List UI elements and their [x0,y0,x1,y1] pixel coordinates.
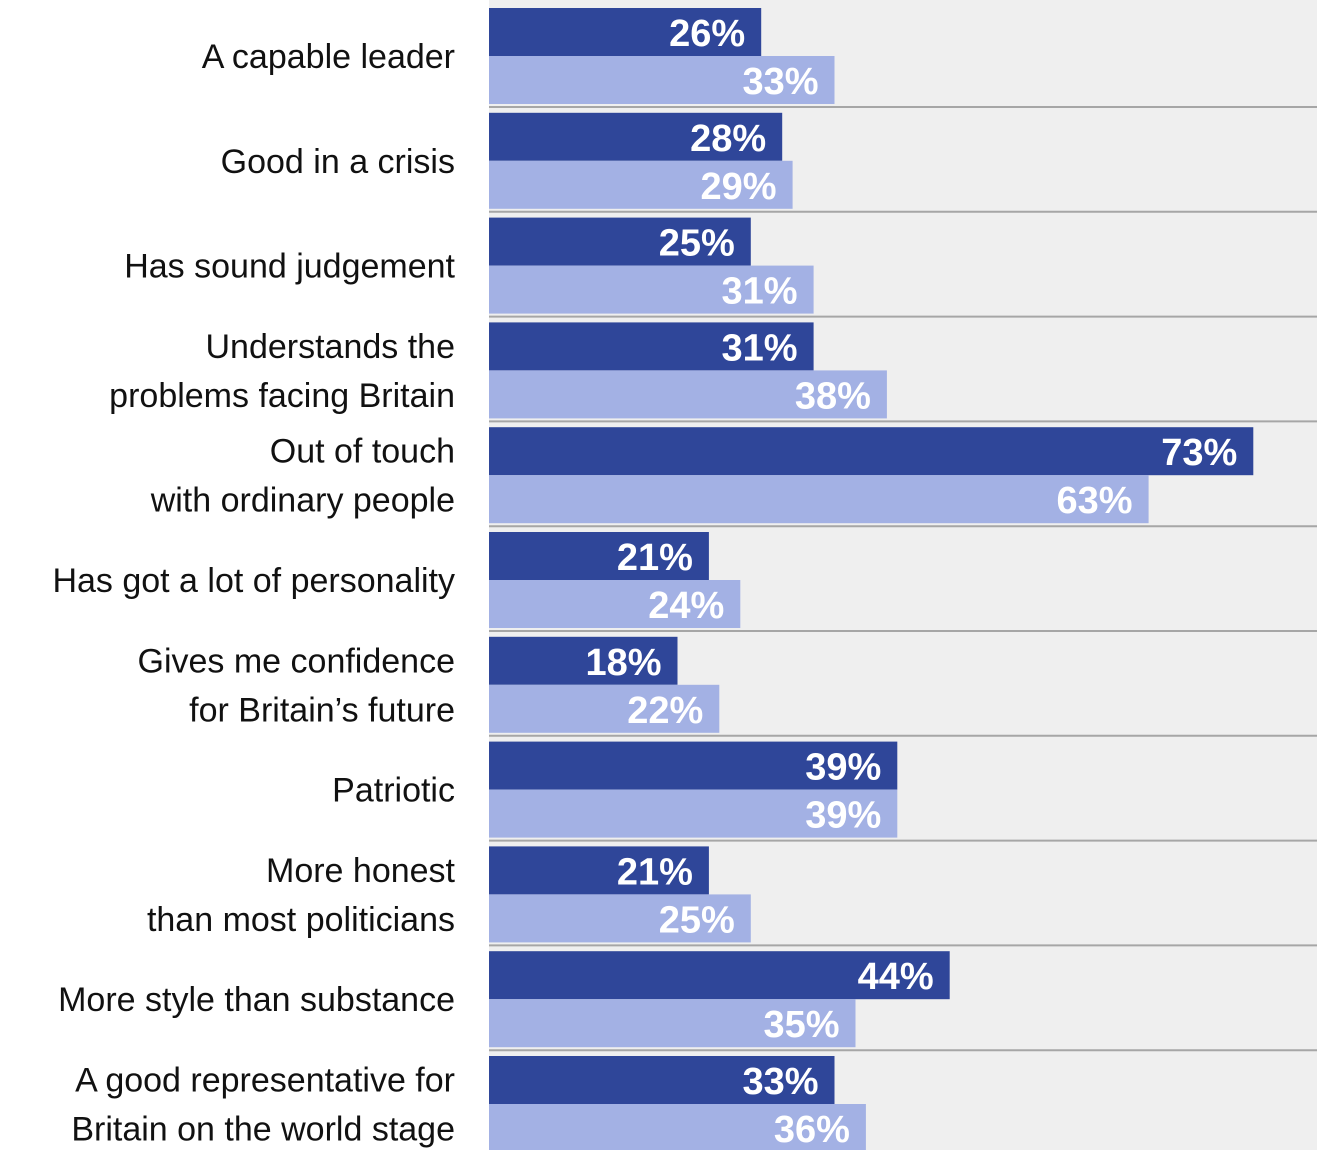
bar-series1-row11 [489,1056,835,1104]
value-label-series2-row10: 35% [763,1004,839,1046]
category-label-line: Gives me confidence [138,642,456,680]
category-label-row6: Has got a lot of personality [52,562,455,600]
category-label-line: problems facing Britain [109,377,455,415]
category-label-line: Has sound judgement [124,248,455,286]
value-label-series2-row11: 36% [774,1109,850,1150]
category-label-row4: Understands the problems facing Britain [109,328,455,415]
value-label-series1-row11: 33% [742,1061,818,1103]
bar-series1-row6 [489,532,709,580]
bar-series1-row7 [489,636,678,685]
bar-series2-row3 [489,265,814,314]
value-label-series1-row2: 28% [690,118,766,160]
category-label-line: A good representative for [75,1062,455,1100]
category-label-row2: Good in a crisis [221,143,455,181]
value-label-series1-row10: 44% [858,956,934,998]
category-label-line: Britain on the world stage [71,1111,455,1149]
category-label-line: than most politicians [147,901,455,939]
bar-series2-row2 [489,160,793,209]
category-label-row1: A capable leader [202,38,455,76]
value-label-series1-row3: 25% [659,223,735,265]
category-label-line: A capable leader [202,38,455,76]
category-label-row5: Out of touch with ordinary people [150,433,455,520]
bar-series1-row8 [489,741,898,790]
value-label-series2-row8: 39% [805,795,881,837]
bar-series2-row8 [489,789,898,838]
bar-series2-row6 [489,580,741,628]
value-label-series2-row4: 38% [795,375,871,417]
category-label-row9: More honest than most politicians [147,852,456,939]
value-label-series1-row4: 31% [722,327,798,369]
value-label-series2-row9: 25% [659,899,735,941]
value-label-series2-row2: 29% [701,166,777,208]
value-label-series1-row1: 26% [669,13,745,55]
value-label-series2-row5: 63% [1057,480,1133,522]
category-labels: A capable leader Good in a crisis Has soun… [52,38,455,1149]
value-label-series1-row6: 21% [617,537,693,579]
value-label-series2-row7: 22% [627,690,703,732]
category-label-line: Understands the [206,328,456,366]
category-label-line: for Britain’s future [189,691,455,729]
category-label-row11: A good representative for Britain on the … [71,1062,455,1149]
bar-series1-row9 [489,846,709,895]
bar-series1-row2 [489,112,783,161]
value-label-series2-row1: 33% [742,61,818,103]
bar-series2-row9 [489,894,751,943]
bar-series1-row5 [489,427,1254,476]
bar-series2-row5 [489,475,1149,524]
bar-series2-row11 [489,1104,866,1150]
value-label-series2-row3: 31% [722,271,798,313]
bar-series2-row4 [489,370,887,419]
category-label-line: More honest [266,852,456,890]
category-label-row3: Has sound judgement [124,248,455,286]
bar-series1-row3 [489,217,751,266]
category-label-line: Good in a crisis [221,143,455,181]
bar-series1-row10 [489,951,950,1000]
category-label-row10: More style than substance [58,981,455,1019]
bar-series2-row1 [489,56,835,104]
row-separators [489,106,1317,1052]
bar-series1-row4 [489,322,814,371]
bar-series1-row1 [489,8,762,56]
bars [489,8,1254,1150]
value-labels: 26% 33% 28% 29% 25% 31% 31% 38% 73% 63% 21% 24% 18% 2… [585,13,1237,1150]
category-label-line: Out of touch [270,433,455,471]
category-label-line: Has got a lot of personality [52,562,455,600]
category-label-row8: Patriotic [332,772,455,810]
value-label-series1-row5: 73% [1161,432,1237,474]
bar-series2-row7 [489,684,720,733]
value-label-series1-row8: 39% [805,747,881,789]
value-label-series1-row9: 21% [617,851,693,893]
value-label-series1-row7: 18% [585,642,661,684]
category-label-row7: Gives me confidence for Britain’s future [138,642,456,729]
category-label-line: with ordinary people [150,482,455,520]
category-label-line: Patriotic [332,772,455,810]
bar-series2-row10 [489,999,856,1048]
category-label-line: More style than substance [58,981,455,1019]
value-label-series2-row6: 24% [648,585,724,627]
